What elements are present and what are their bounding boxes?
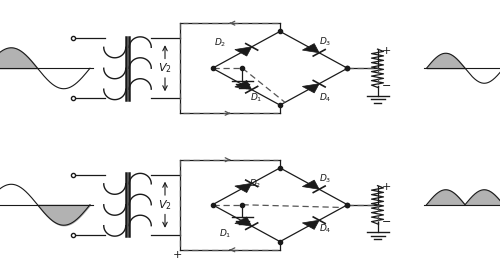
Text: +: + xyxy=(382,182,391,192)
Text: $V_2$: $V_2$ xyxy=(158,198,172,212)
Text: +: + xyxy=(173,250,182,260)
Polygon shape xyxy=(235,217,252,226)
Polygon shape xyxy=(302,84,319,93)
Text: +: + xyxy=(382,46,391,55)
Text: −: − xyxy=(382,81,391,91)
Text: $D_3$: $D_3$ xyxy=(318,173,331,185)
Polygon shape xyxy=(235,183,252,192)
Polygon shape xyxy=(235,47,252,56)
Text: $D_2$: $D_2$ xyxy=(214,37,226,49)
Polygon shape xyxy=(302,44,319,53)
Text: $D_1$: $D_1$ xyxy=(219,228,231,240)
Polygon shape xyxy=(235,81,252,90)
Text: $D_4$: $D_4$ xyxy=(318,222,332,235)
Text: −: − xyxy=(382,218,391,227)
Polygon shape xyxy=(302,220,319,229)
Polygon shape xyxy=(302,180,319,189)
Text: $D_1$: $D_1$ xyxy=(250,91,262,104)
Text: $D_4$: $D_4$ xyxy=(318,91,332,104)
Text: $D_3$: $D_3$ xyxy=(318,36,331,48)
Text: $V_2$: $V_2$ xyxy=(158,61,172,75)
Text: $D_2$: $D_2$ xyxy=(248,177,261,190)
